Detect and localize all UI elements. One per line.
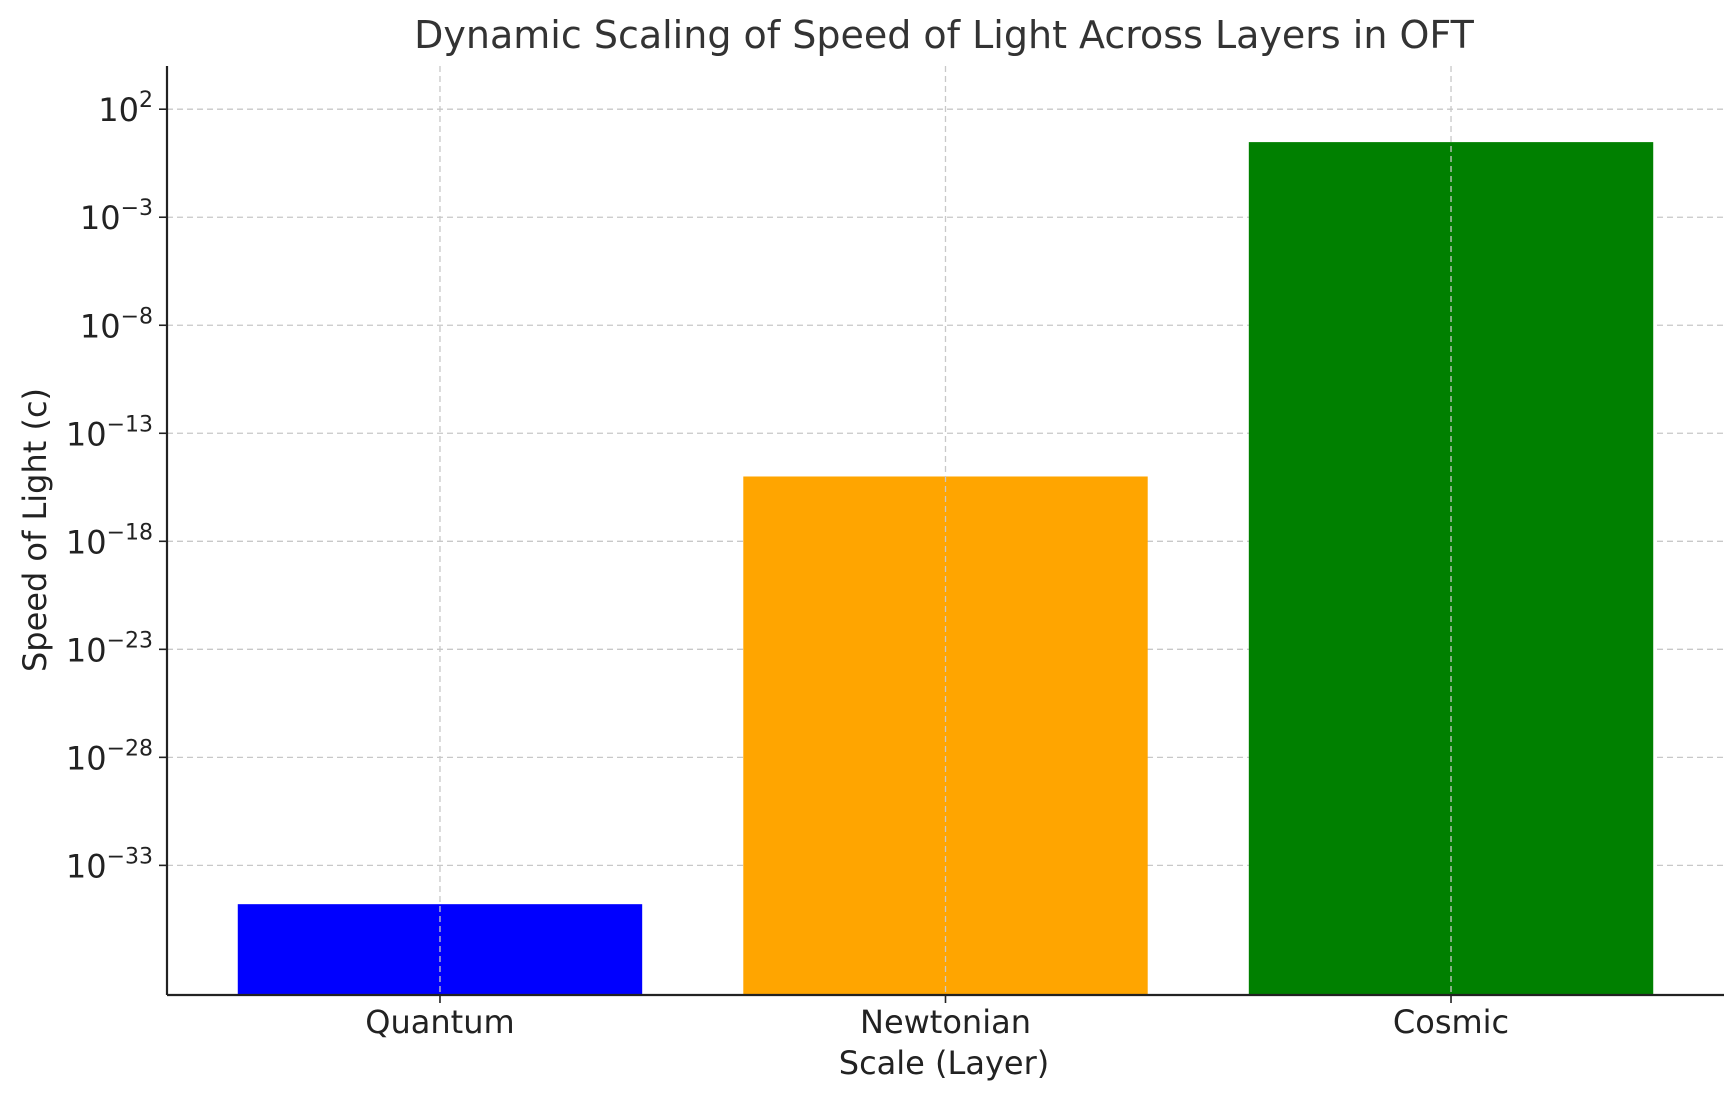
axis-layer: 102 10−3 10−8 10−13 10−18 10−23 10−28 10−33 Quan… bbox=[66, 66, 1724, 1041]
x-tick-label-cosmic: Cosmic bbox=[1393, 1003, 1509, 1041]
y-tick-label: 10−8 bbox=[80, 304, 153, 345]
y-axis-label: Speed of Light (c) bbox=[16, 388, 54, 672]
x-axis-label: Scale (Layer) bbox=[839, 1044, 1049, 1082]
x-tick-label-newtonian: Newtonian bbox=[860, 1003, 1031, 1041]
y-tick-exponent: −3 bbox=[121, 196, 153, 221]
y-tick-exponent: −13 bbox=[107, 412, 153, 437]
chart-title: Dynamic Scaling of Speed of Light Across… bbox=[414, 13, 1474, 57]
bar-layer bbox=[237, 142, 1654, 995]
y-tick-label: 10−13 bbox=[66, 412, 153, 453]
y-tick-label: 102 bbox=[98, 88, 153, 129]
y-tick-exponent: 2 bbox=[139, 88, 153, 113]
x-tick-label-quantum: Quantum bbox=[365, 1003, 514, 1041]
y-tick-label: 10−3 bbox=[80, 196, 153, 237]
y-tick-exponent: −18 bbox=[107, 520, 153, 545]
y-tick-label: 10−23 bbox=[66, 628, 153, 669]
y-tick-label: 10−33 bbox=[66, 844, 153, 885]
y-tick-label: 10−18 bbox=[66, 520, 153, 561]
y-tick-exponent: −33 bbox=[107, 844, 153, 869]
y-tick-exponent: −28 bbox=[107, 736, 153, 761]
y-tick-label: 10−28 bbox=[66, 736, 153, 777]
y-tick-exponent: −23 bbox=[107, 628, 153, 653]
y-tick-exponent: −8 bbox=[121, 304, 153, 329]
